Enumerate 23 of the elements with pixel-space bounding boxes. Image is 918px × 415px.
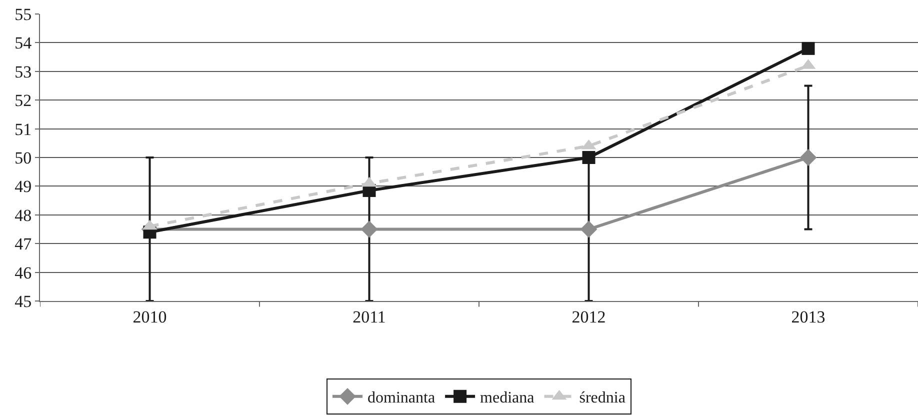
y-tick-label: 45	[14, 292, 32, 311]
legend-label: mediana	[480, 390, 534, 407]
x-tick-label: 2013	[791, 307, 826, 326]
y-tick-label: 48	[14, 206, 32, 225]
y-tick-label: 49	[14, 177, 32, 196]
legend-label: średnia	[579, 390, 626, 407]
y-tick-label: 51	[14, 120, 32, 139]
point	[580, 220, 598, 238]
point	[800, 149, 817, 166]
x-tick-label: 2011	[352, 307, 386, 326]
point	[360, 220, 378, 238]
y-tick-label: 50	[14, 148, 32, 168]
y-tick-label: 54	[14, 34, 32, 53]
x-tick-label: 2010	[132, 307, 167, 326]
legend-label: dominanta	[368, 390, 436, 407]
y-tick-label: 55	[14, 4, 32, 24]
y-tick-label: 52	[14, 91, 32, 110]
x-tick-label: 2012	[572, 307, 606, 326]
point	[802, 42, 815, 55]
y-tick-label: 46	[14, 263, 32, 282]
point	[582, 151, 596, 164]
y-tick-label: 47	[14, 234, 32, 254]
y-tick-label: 53	[14, 62, 32, 82]
